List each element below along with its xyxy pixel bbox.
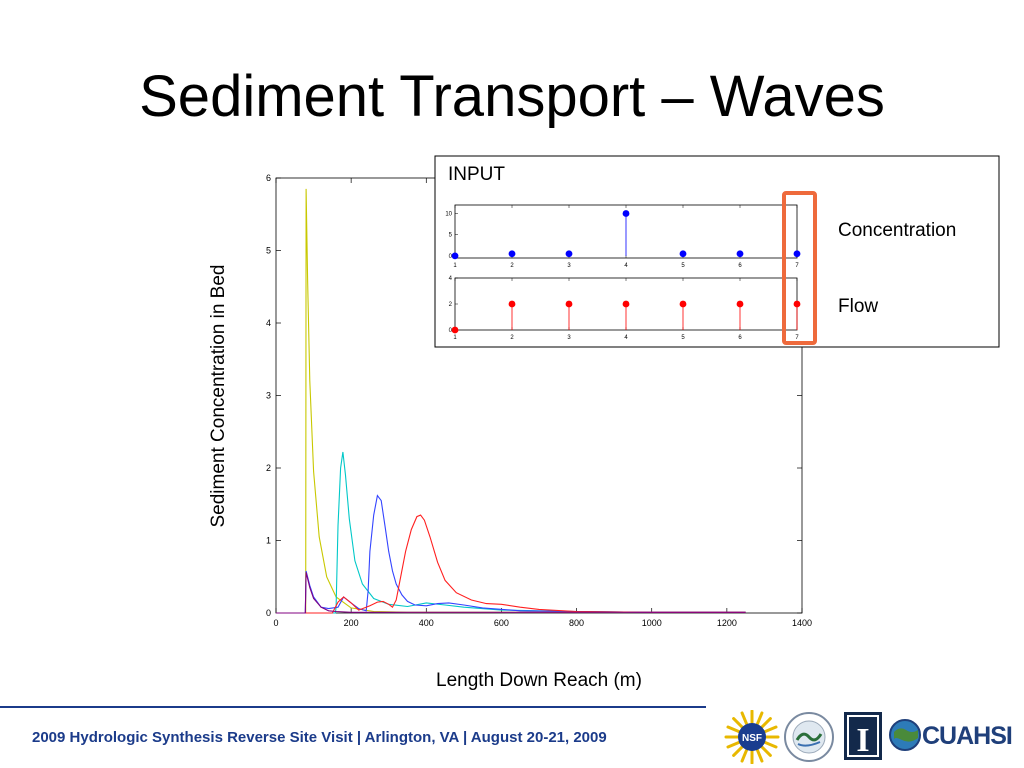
y-tick-label: 4 <box>266 318 271 328</box>
y-tick-label: 5 <box>266 246 271 256</box>
series-line-3 <box>276 494 746 614</box>
y-axis-label: Sediment Concentration in Bed <box>208 264 229 528</box>
x-tick-label: 1000 <box>642 618 662 628</box>
nsf-ray <box>740 711 749 726</box>
highlight-box <box>782 191 817 345</box>
stem-marker <box>736 300 744 308</box>
flow-label: Flow <box>838 296 879 317</box>
nsf-ray <box>732 717 744 729</box>
x-tick-label: 400 <box>419 618 434 628</box>
nsf-ray <box>740 748 749 763</box>
inset-x-tick-label: 7 <box>795 335 799 341</box>
nsf-ray <box>755 748 764 763</box>
x-tick-label: 1200 <box>717 618 737 628</box>
stem-marker <box>793 250 801 258</box>
series-line-5 <box>276 572 746 614</box>
stem-marker <box>451 326 459 334</box>
stem-marker <box>508 300 516 308</box>
inset-x-tick-label: 3 <box>567 263 571 269</box>
inset-x-tick-label: 5 <box>681 263 685 269</box>
inset-y-tick-label: 10 <box>445 211 452 217</box>
stem-marker <box>736 250 744 258</box>
nsf-ray <box>760 745 772 757</box>
x-tick-label: 600 <box>494 618 509 628</box>
y-tick-label: 6 <box>266 173 271 183</box>
nsf-ray <box>760 717 772 729</box>
inset-x-tick-label: 1 <box>453 263 457 269</box>
inset-x-tick-label: 4 <box>624 335 628 341</box>
x-tick-label: 200 <box>344 618 359 628</box>
y-tick-label: 0 <box>266 608 271 618</box>
inset-x-tick-label: 2 <box>510 335 514 341</box>
nsf-rays-icon <box>724 710 780 764</box>
y-tick-label: 3 <box>266 391 271 401</box>
nsf-ray <box>726 740 741 749</box>
nsf-ray <box>763 725 778 734</box>
stem-marker <box>565 300 573 308</box>
series-line-4 <box>276 514 746 614</box>
footer-text: 2009 Hydrologic Synthesis Reverse Site V… <box>32 729 607 746</box>
stem-marker <box>508 250 516 258</box>
x-tick-label: 0 <box>273 618 278 628</box>
inset-title: INPUT <box>448 164 505 185</box>
inset-y-tick-label: 2 <box>449 302 453 308</box>
inset-x-tick-label: 1 <box>453 335 457 341</box>
inset-frame <box>434 155 1000 348</box>
inset-x-tick-label: 4 <box>624 263 628 269</box>
concentration-label: Concentration <box>838 220 957 241</box>
inset-concentration-plot: 1 2 3 4 5 6 7 0 5 10 <box>445 204 801 269</box>
inset-flow-plot: 1 2 3 4 5 6 7 0 2 4 <box>449 276 801 341</box>
inset-x-tick-label: 3 <box>567 335 571 341</box>
illinois-logo-text: I <box>856 722 869 759</box>
stem-marker <box>622 300 630 308</box>
stem-marker <box>793 300 801 308</box>
cuahsi-logo-text: CUAHSI <box>922 722 1013 750</box>
stem-marker <box>451 252 459 260</box>
inset-y-tick-label: 0 <box>449 328 453 334</box>
nsf-ray <box>755 711 764 726</box>
nsf-logo: NSF <box>724 710 780 764</box>
slide-title: Sediment Transport – Waves <box>139 64 885 129</box>
inset-x-tick-label: 2 <box>510 263 514 269</box>
stem-marker <box>565 250 573 258</box>
stem-marker <box>679 250 687 258</box>
inset-x-tick-label: 7 <box>795 263 799 269</box>
nsf-ray <box>732 745 744 757</box>
inset-x-tick-label: 5 <box>681 335 685 341</box>
x-axis-label: Length Down Reach (m) <box>436 670 642 691</box>
x-tick-label: 1400 <box>792 618 812 628</box>
inset-x-tick-label: 6 <box>738 263 742 269</box>
nsf-ray <box>763 740 778 749</box>
inset-y-tick-label: 5 <box>449 233 453 239</box>
footer-rule <box>0 706 706 708</box>
nsf-ray <box>726 725 741 734</box>
stem-marker <box>622 210 630 217</box>
stem-marker <box>679 300 687 308</box>
nsf-logo-text: NSF <box>742 733 762 744</box>
y-tick-label: 2 <box>266 463 271 473</box>
x-tick-label: 800 <box>569 618 584 628</box>
inset-y-tick-label: 4 <box>449 276 453 282</box>
inset-x-tick-label: 6 <box>738 335 742 341</box>
cuahsi-globe-icon <box>889 719 921 751</box>
hydrologic-synthesis-logo <box>784 712 834 762</box>
illinois-logo: I <box>844 712 882 760</box>
series-line-2 <box>276 451 746 614</box>
y-tick-label: 1 <box>266 536 271 546</box>
inset-y-tick-label: 0 <box>449 254 453 260</box>
